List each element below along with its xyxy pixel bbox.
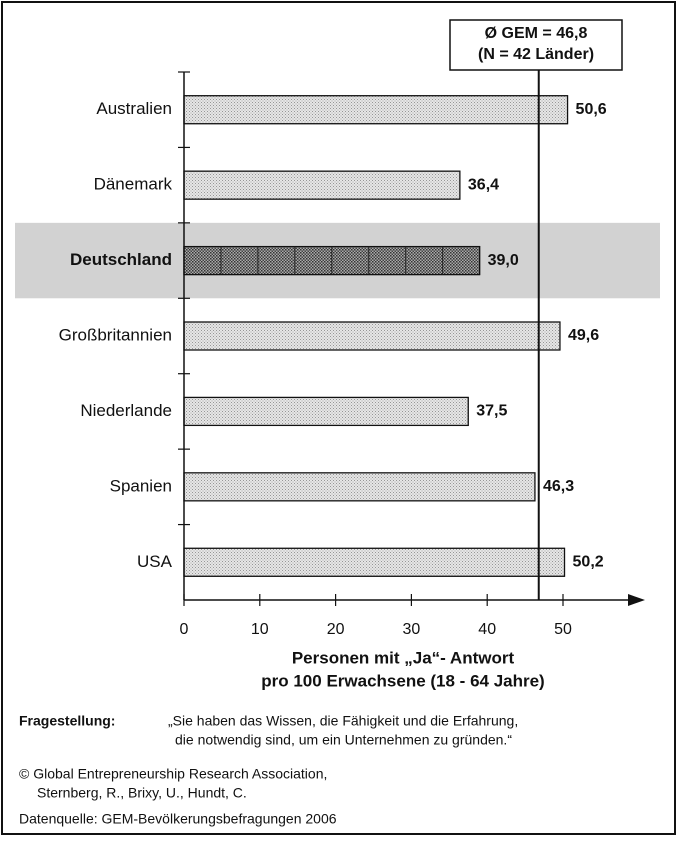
- value-label: 37,5: [476, 403, 507, 420]
- category-label: Niederlande: [80, 401, 172, 420]
- x-tick-label: 0: [180, 621, 189, 638]
- reference-note: (N = 42 Länder): [478, 46, 594, 63]
- x-tick-label: 30: [403, 621, 421, 638]
- source: Datenquelle: GEM-Bevölkerungsbefragungen…: [19, 811, 337, 827]
- question-text: „Sie haben das Wissen, die Fähigkeit und…: [168, 713, 518, 729]
- copyright: © Global Entrepreneurship Research Assoc…: [19, 766, 327, 782]
- bar-texture: [183, 95, 569, 125]
- value-label: 50,6: [576, 101, 607, 118]
- x-tick-label: 20: [327, 621, 345, 638]
- bar-texture: [183, 170, 461, 200]
- bar-texture: [183, 472, 536, 502]
- value-label: 49,6: [568, 327, 599, 344]
- copyright: Sternberg, R., Brixy, U., Hundt, C.: [37, 785, 247, 801]
- bar-texture: [183, 396, 469, 427]
- question-label: Fragestellung:: [19, 713, 115, 729]
- category-label: Großbritannien: [59, 325, 172, 344]
- value-label: 39,0: [488, 252, 519, 269]
- reference-box: [449, 19, 623, 71]
- reference-label: Ø GEM = 46,8: [485, 25, 588, 42]
- x-axis-title: pro 100 Erwachsene (18 - 64 Jahre): [261, 671, 544, 690]
- bar-texture: [183, 321, 561, 351]
- x-tick-label: 40: [478, 621, 496, 638]
- value-label: 36,4: [468, 176, 499, 193]
- category-label: Spanien: [110, 476, 172, 495]
- category-label: USA: [137, 552, 173, 571]
- value-label: 46,3: [543, 478, 574, 495]
- bar-texture: [183, 547, 566, 577]
- category-label: Dänemark: [94, 175, 173, 194]
- x-tick-label: 10: [251, 621, 269, 638]
- x-axis-arrow: [628, 594, 645, 606]
- category-label: Australien: [96, 99, 172, 118]
- x-tick-label: 50: [554, 621, 572, 638]
- x-axis-title: Personen mit „Ja“- Antwort: [292, 648, 515, 667]
- question-text: die notwendig sind, um ein Unternehmen z…: [175, 732, 512, 748]
- value-label: 50,2: [573, 554, 604, 571]
- category-label: Deutschland: [70, 250, 172, 269]
